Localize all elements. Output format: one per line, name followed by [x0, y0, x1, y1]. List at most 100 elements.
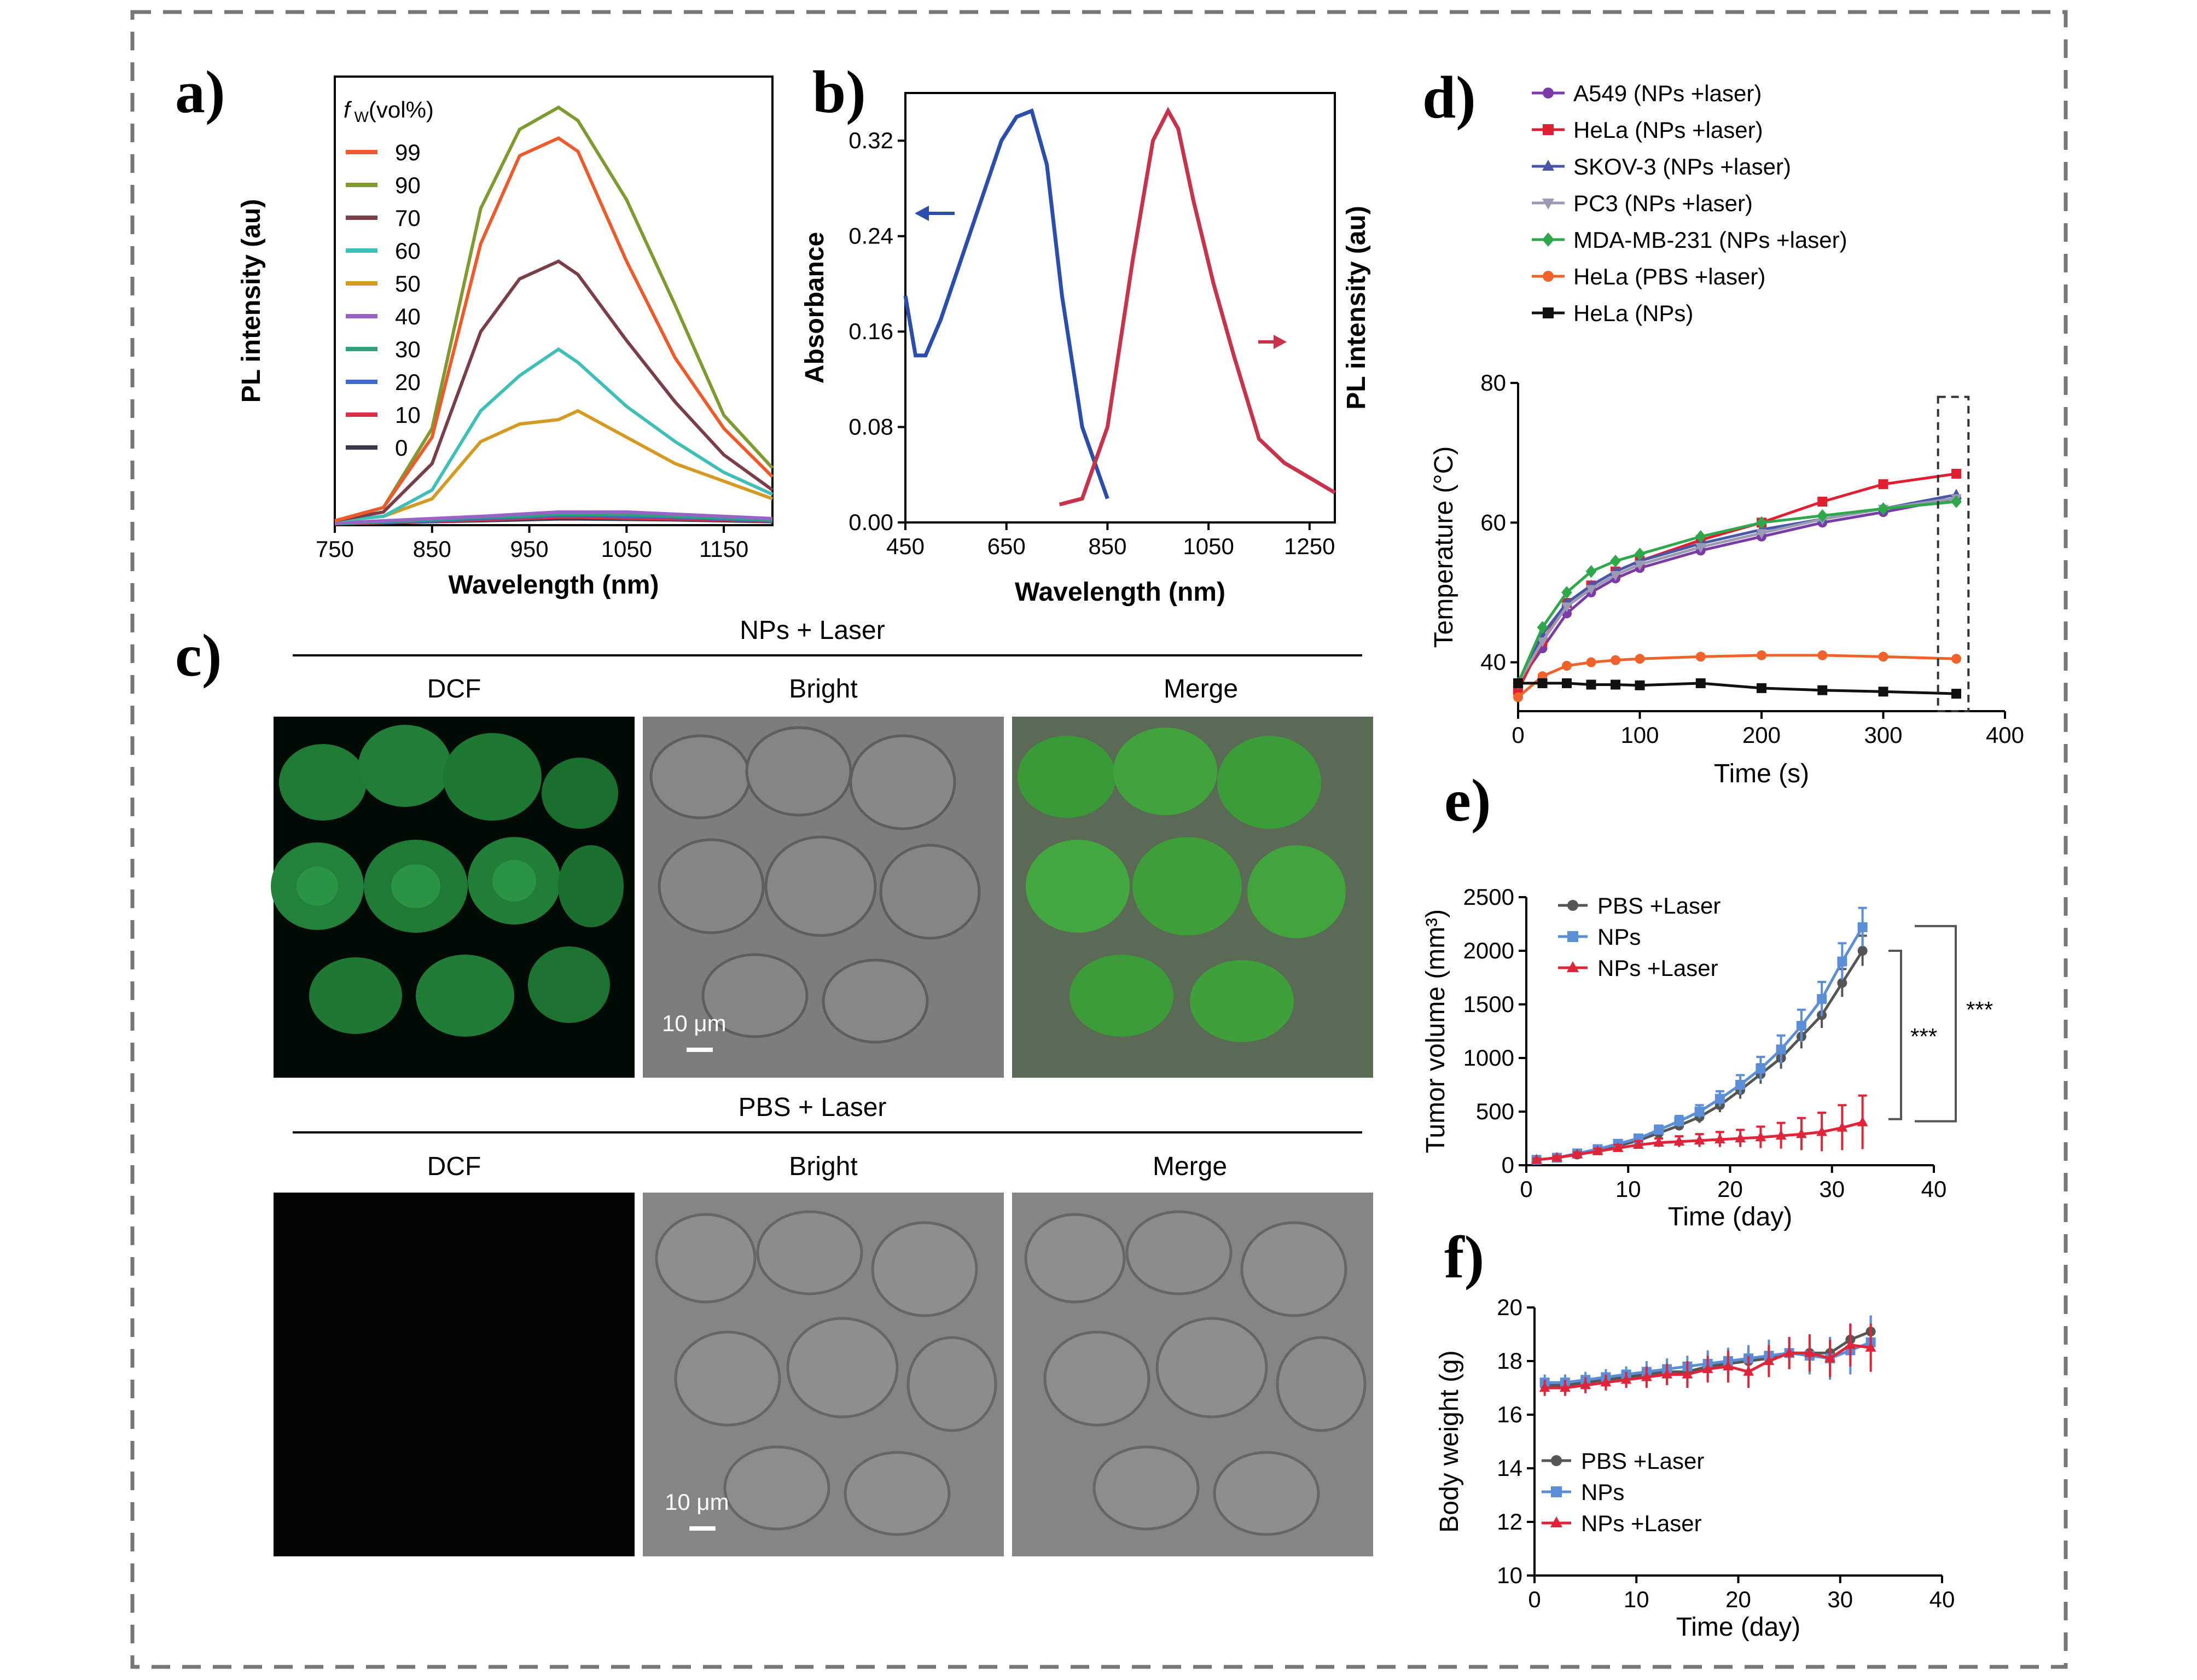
legend-label: SKOV-3 (NPs +laser): [1573, 154, 1791, 179]
y-tick-label: 0.32: [848, 127, 893, 153]
x-tick-label: 0: [1512, 722, 1524, 748]
x-axis-label: Time (s): [1714, 759, 1809, 788]
data-point: [1824, 1352, 1836, 1363]
legend-label-30: 30: [395, 336, 421, 362]
series-line-60: [334, 347, 774, 522]
micrograph-panel: NPs + Laser DCF Bright Merge: [271, 616, 1373, 1556]
x-tick-label: 0: [1520, 1176, 1532, 1202]
data-point: [1735, 1080, 1746, 1090]
x-axis-label: Wavelength (nm): [449, 571, 659, 600]
image-dcf-nps: [271, 717, 635, 1078]
data-point: [1537, 637, 1548, 648]
col-label-dcf-bottom: DCF: [427, 1152, 481, 1181]
data-point: [1816, 1126, 1828, 1136]
data-point: [1951, 495, 1962, 508]
chart-e: 0 10 20 30 40 0 500 1000 1500 2000 2500 Time (day) T…: [1421, 884, 1993, 1231]
data-point: [1585, 565, 1597, 578]
data-point: [1537, 621, 1548, 634]
legend-label: A549 (NPs +laser): [1573, 80, 1762, 106]
y-axis-label: Temperature (°C): [1429, 446, 1458, 648]
data-point: [1776, 1044, 1786, 1055]
x-tick-label: 450: [886, 533, 925, 559]
image-merge-nps: [1012, 717, 1373, 1078]
legend-label: HeLa (NPs): [1573, 300, 1693, 326]
data-point: [1783, 1347, 1795, 1357]
data-point: [1635, 654, 1645, 664]
data-point: [1661, 1368, 1673, 1379]
data-point: [1722, 1361, 1734, 1370]
x-tick-label: 850: [413, 536, 451, 562]
data-point: [1562, 661, 1572, 671]
data-point: [1673, 1136, 1685, 1146]
legend-title: f W(vol%): [344, 97, 434, 125]
y-tick-label: 0.08: [848, 414, 893, 440]
data-point: [1632, 1138, 1644, 1149]
y-tick-label: 2000: [1463, 938, 1514, 963]
data-point: [1857, 922, 1868, 932]
y-tick-label: 2500: [1463, 884, 1514, 910]
y-axis-label: Body weight (g): [1435, 1350, 1464, 1533]
legend-label: PBS +Laser: [1597, 893, 1721, 919]
x-tick-label: 950: [510, 536, 549, 562]
x-tick-label: 650: [987, 533, 1026, 559]
data-point: [1600, 1376, 1612, 1387]
data-point: [1561, 586, 1572, 599]
plot-frame: [334, 75, 774, 526]
y-tick-label: 1000: [1463, 1045, 1514, 1071]
scale-bar-bottom: [689, 1526, 716, 1531]
data-point: [1542, 232, 1554, 247]
legend-label: NPs +Laser: [1581, 1510, 1702, 1536]
data-point: [1567, 961, 1579, 972]
data-point: [1845, 1339, 1856, 1349]
legend-label: NPs: [1597, 924, 1641, 950]
data-point: [1756, 516, 1767, 530]
data-point: [1567, 900, 1578, 911]
x-tick-label: 30: [1827, 1586, 1853, 1612]
data-point: [1674, 1116, 1684, 1126]
data-point: [1694, 1107, 1705, 1117]
data-point: [1610, 554, 1621, 568]
y-tick-label: 20: [1497, 1294, 1522, 1320]
data-point: [1735, 1132, 1746, 1143]
data-point: [1611, 679, 1620, 690]
series-line-emission: [1059, 107, 1336, 507]
data-point: [1611, 655, 1620, 665]
legend-label-70: 70: [395, 205, 421, 231]
x-tick-label: 10: [1615, 1176, 1641, 1202]
y-tick-label: 16: [1497, 1402, 1522, 1427]
y-axis-label-left: Absorbance: [800, 232, 829, 383]
y-tick-label: 0.00: [848, 509, 893, 535]
data-point: [1543, 88, 1554, 98]
data-point: [1837, 956, 1847, 967]
data-point: [1804, 1347, 1815, 1357]
data-point: [1775, 1130, 1787, 1140]
data-point: [1695, 530, 1706, 543]
significance-bracket-outer: [1915, 925, 1957, 1123]
legend-label: HeLa (PBS +laser): [1573, 264, 1765, 289]
data-point: [1857, 946, 1868, 956]
data-point: [1585, 585, 1597, 595]
data-point: [1586, 657, 1596, 667]
x-tick-label: 1050: [601, 536, 652, 562]
data-point: [1755, 1131, 1766, 1142]
x-tick-label: 100: [1620, 722, 1659, 748]
series-line-70: [334, 259, 774, 522]
series-line-50: [334, 409, 774, 522]
data-point: [1562, 678, 1572, 688]
col-label-dcf-top: DCF: [427, 675, 481, 704]
y-tick-label: 0.24: [848, 223, 893, 249]
significance-bracket-inner: [1888, 950, 1902, 1120]
data-point: [1694, 1135, 1705, 1145]
x-axis-label: Wavelength (nm): [1015, 578, 1225, 607]
data-point: [1682, 1368, 1693, 1379]
col-label-bright-top: Bright: [789, 675, 857, 704]
data-point: [1537, 678, 1548, 688]
data-point: [1878, 652, 1888, 662]
legend-label-50: 50: [395, 271, 421, 297]
data-point: [1951, 654, 1961, 664]
data-point: [1551, 1486, 1562, 1497]
panel-label-e: e): [1444, 767, 1491, 834]
data-point: [1756, 1063, 1766, 1074]
legend-label-60: 60: [395, 238, 421, 264]
section-title-top: NPs + Laser: [740, 616, 885, 645]
